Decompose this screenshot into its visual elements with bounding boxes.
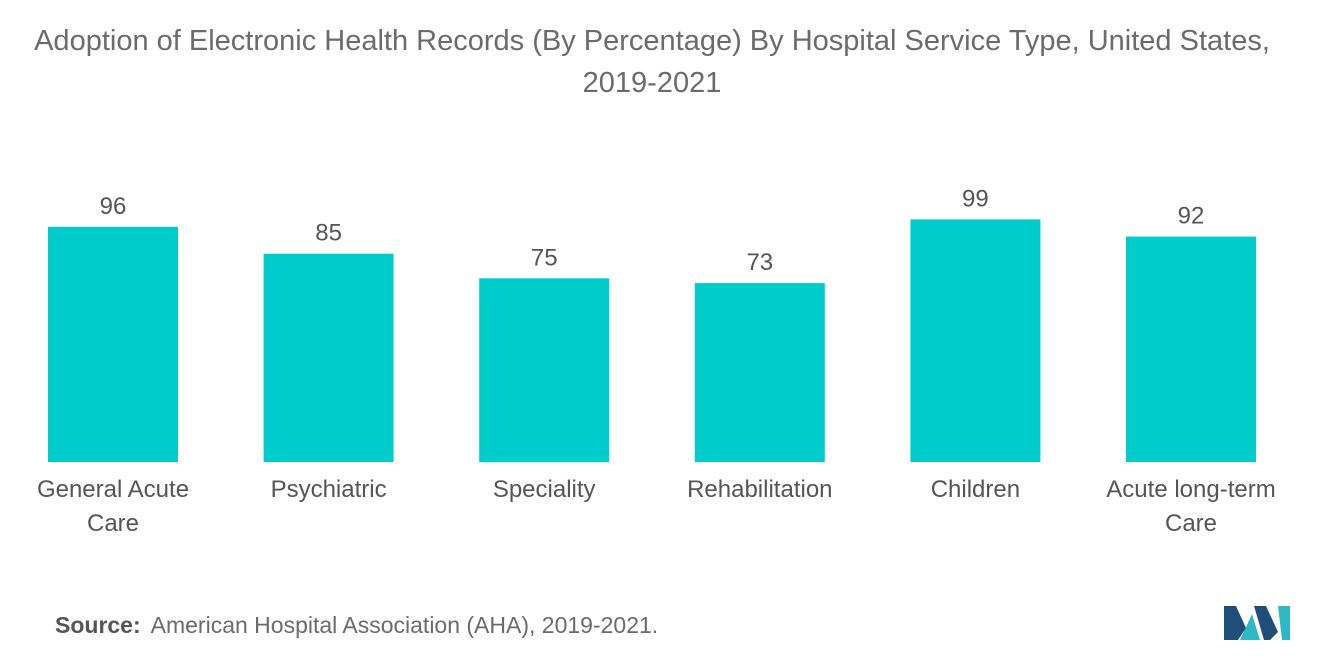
category-label-line: Children — [931, 476, 1020, 503]
category-label-line: Acute long-term — [1106, 476, 1275, 503]
data-label: 85 — [315, 220, 342, 247]
category-label: Acute long-term Care — [1106, 476, 1275, 537]
category-label-line: General Acute — [37, 476, 189, 503]
source-label: Source: — [55, 612, 141, 638]
bar-rehabilitation — [694, 283, 825, 462]
bar-psychiatric — [263, 253, 394, 462]
bar-general-acute-care — [48, 226, 178, 462]
category-label: Psychiatric — [271, 476, 387, 503]
bar-children — [910, 219, 1041, 462]
bar-acute-long-term-care — [1126, 236, 1256, 462]
category-label: General Acute Care — [37, 476, 189, 537]
category-label-line: Care — [1165, 510, 1217, 537]
category-label: Rehabilitation — [687, 476, 832, 503]
category-label-line: Care — [87, 510, 139, 537]
category-label: Children — [931, 476, 1020, 503]
mordor-logo-icon — [1224, 606, 1290, 640]
bar-chart: 96 General Acute Care 85 Psychiatric 75 Specia… — [37, 185, 1276, 537]
data-label: 96 — [100, 193, 127, 220]
data-label: 75 — [531, 244, 558, 271]
category-label-line: Psychiatric — [271, 476, 387, 503]
data-label: 73 — [746, 249, 773, 276]
category-label-line: Speciality — [493, 476, 596, 503]
chart-title: Adoption of Electronic Health Records (B… — [34, 25, 1270, 99]
category-label: Speciality — [493, 476, 596, 503]
source-note: Source: American Hospital Association (AH… — [55, 612, 658, 639]
category-label-line: Rehabilitation — [687, 476, 832, 503]
bar-speciality — [479, 278, 610, 463]
source-text: American Hospital Association (AHA), 201… — [150, 612, 659, 638]
data-label: 99 — [962, 185, 989, 212]
data-label: 92 — [1178, 203, 1205, 230]
